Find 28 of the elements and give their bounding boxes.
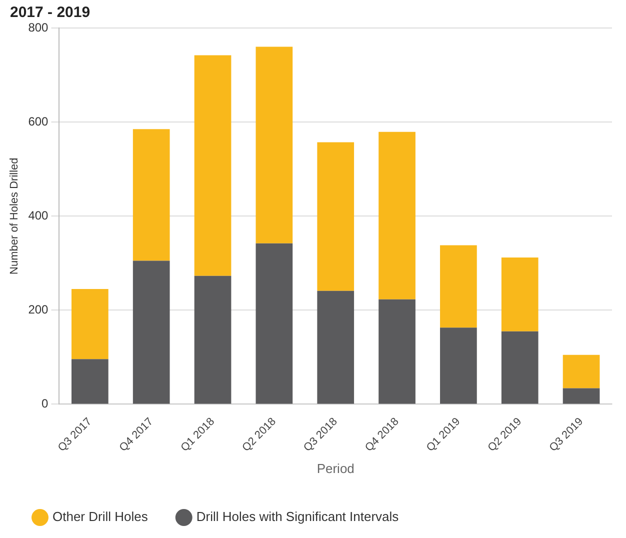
y-tick-label: 200 [28, 302, 49, 316]
legend-label: Drill Holes with Significant Intervals [196, 509, 400, 524]
bar [440, 328, 477, 404]
legend-label: Other Drill Holes [52, 509, 148, 524]
bar [562, 354, 600, 388]
y-tick-label: 800 [28, 20, 49, 34]
bar [378, 132, 416, 300]
bar [501, 331, 538, 404]
bar [256, 243, 293, 404]
bar [317, 290, 354, 404]
bar [256, 46, 293, 244]
bar [72, 289, 108, 360]
x-axis-title: Period [316, 460, 354, 476]
bar [194, 276, 232, 404]
bar [378, 299, 416, 404]
y-tick-label: 0 [42, 396, 49, 411]
bar [562, 388, 600, 404]
bar [194, 55, 232, 276]
bar [132, 129, 170, 261]
bar [132, 260, 170, 404]
bar [72, 359, 108, 404]
bar [501, 258, 538, 332]
bar [317, 142, 354, 291]
y-tick-label: 600 [28, 114, 49, 128]
y-axis-title: Number of Holes Drilled [8, 158, 21, 274]
y-tick-label: 400 [28, 208, 49, 222]
chart-title: 2017 - 2019 [10, 4, 90, 21]
bar [440, 245, 477, 328]
